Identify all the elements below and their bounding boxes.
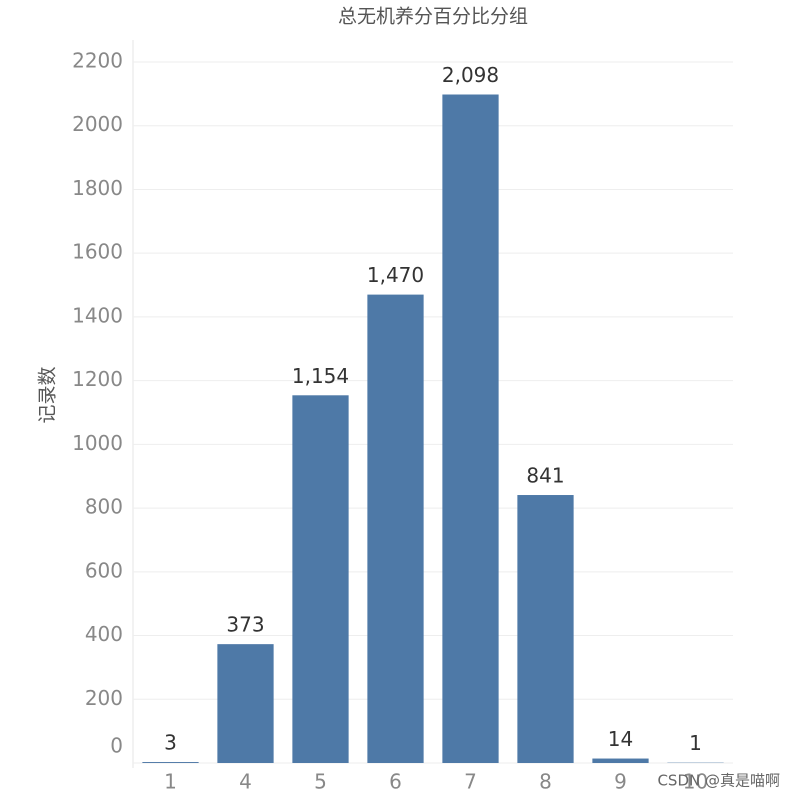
- x-tick-label: 1: [164, 770, 177, 794]
- bar: [217, 644, 274, 763]
- x-tick-label: 7: [464, 770, 477, 794]
- value-label: 373: [226, 613, 264, 637]
- x-tick-label: 9: [614, 770, 627, 794]
- y-tick-label: 2000: [72, 112, 123, 136]
- bar: [292, 395, 349, 763]
- x-tick-label: 8: [539, 770, 552, 794]
- y-tick-label: 1600: [72, 240, 123, 264]
- value-label: 1,154: [292, 364, 349, 388]
- bar: [142, 762, 199, 763]
- y-tick-label: 1800: [72, 176, 123, 200]
- x-tick-label: 5: [314, 770, 327, 794]
- y-tick-label: 1200: [72, 367, 123, 391]
- y-tick-label: 2200: [72, 49, 123, 73]
- watermark: CSDN @真是喵啊: [657, 772, 780, 790]
- value-label: 841: [526, 464, 564, 488]
- y-tick-label: 1000: [72, 431, 123, 455]
- x-tick-label: 6: [389, 770, 402, 794]
- y-tick-label: 1400: [72, 303, 123, 327]
- bar: [592, 758, 649, 763]
- value-label: 1: [689, 731, 702, 755]
- x-tick-label: 10: [683, 770, 708, 794]
- value-label: 3: [164, 731, 177, 755]
- chart-title: 总无机养分百分比分组: [338, 6, 528, 28]
- y-axis-label: 记录数: [37, 366, 59, 423]
- value-label: 2,098: [442, 63, 499, 87]
- x-tick-label: 4: [239, 770, 252, 794]
- y-tick-label: 0: [110, 734, 123, 758]
- value-label: 1,470: [367, 263, 424, 287]
- value-label: 14: [608, 727, 633, 751]
- y-tick-label: 600: [85, 558, 123, 582]
- bar: [442, 94, 499, 763]
- bar: [517, 495, 574, 763]
- y-tick-label: 400: [85, 622, 123, 646]
- bar: [367, 294, 424, 763]
- y-tick-label: 200: [85, 686, 123, 710]
- y-tick-label: 800: [85, 495, 123, 519]
